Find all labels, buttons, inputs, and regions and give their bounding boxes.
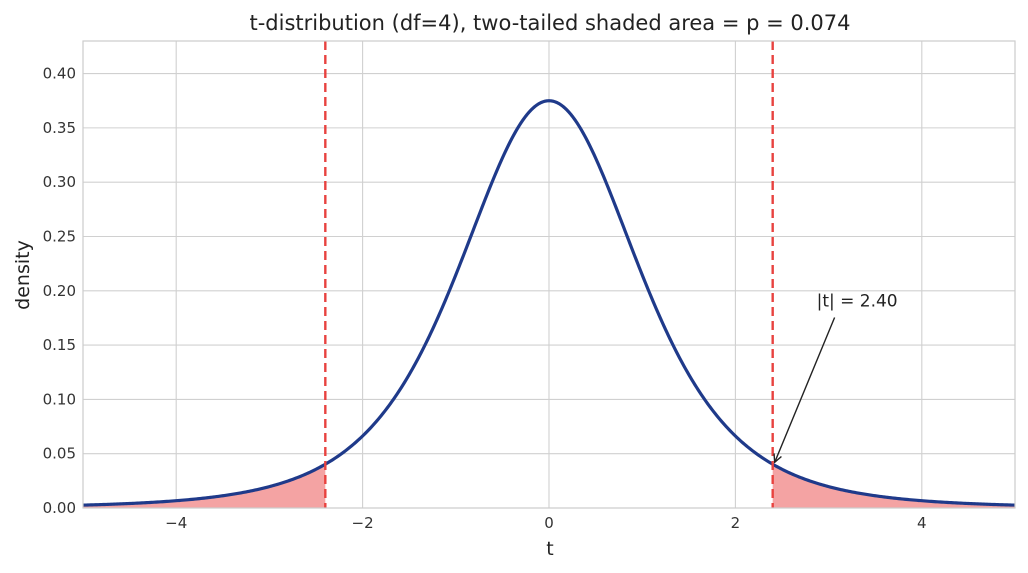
y-tick-label: 0.15 (43, 336, 76, 354)
y-tick-label: 0.25 (43, 227, 76, 245)
left-tail-area (83, 464, 326, 508)
y-tick-label: 0.10 (43, 390, 76, 408)
annotation: |t| = 2.40 (775, 292, 898, 463)
y-tick-label: 0.20 (43, 282, 76, 300)
grid (83, 41, 1015, 509)
y-tick-label: 0.30 (43, 173, 76, 191)
chart-title: t-distribution (df=4), two-tailed shaded… (249, 11, 850, 35)
y-axis-label: density (12, 240, 34, 310)
x-tick-label: 2 (731, 514, 741, 532)
x-tick-label: −2 (352, 514, 374, 532)
x-tick-label: −4 (165, 514, 187, 532)
annotation-label: |t| = 2.40 (817, 292, 898, 312)
y-tick-label: 0.05 (43, 445, 76, 463)
x-tick-label: 0 (544, 514, 554, 532)
y-tick-label: 0.35 (43, 119, 76, 137)
y-tick-label: 0.40 (43, 65, 76, 83)
plot-frame (82, 40, 1016, 509)
x-axis-ticks: −4 −2 0 2 4 (165, 514, 926, 532)
y-axis-ticks: 0.00 0.05 0.10 0.15 0.20 0.25 0.30 0.35 0.40 (43, 65, 76, 517)
annotation-arrow (775, 317, 836, 463)
y-tick-label: 0.00 (43, 499, 76, 517)
density-curve-layer (82, 99, 1016, 507)
density-curve (82, 99, 1016, 507)
critical-lines (324, 41, 774, 508)
right-tail-area (772, 464, 1015, 508)
x-tick-label: 4 (917, 514, 927, 532)
x-axis-label: t (546, 538, 553, 560)
shaded-tails (83, 464, 1015, 508)
